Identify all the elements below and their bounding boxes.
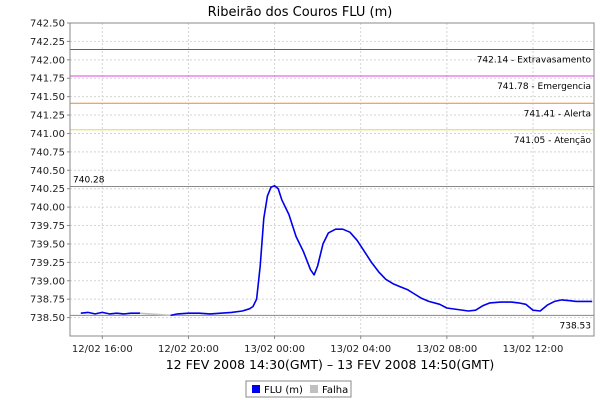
y-axis: 738.50 738.75 739.00 739.25 739.50 739.75 740.…	[30, 19, 70, 324]
legend-box	[245, 380, 352, 398]
y-tick-label: 741.25	[30, 111, 65, 122]
legend-label: Falha	[322, 385, 348, 396]
y-tick-label: 739.00	[30, 276, 65, 287]
x-tick-label: 13/02 00:00	[244, 344, 305, 355]
reference-line-label: 741.05 - Atenção	[514, 136, 592, 146]
y-tick-label: 742.25	[30, 37, 65, 48]
x-axis: 12/02 16:00 12/02 20:00 13/02 00:00 13/02 0…	[72, 336, 600, 355]
series-line	[80, 311, 140, 315]
reference-line-label: 741.78 - Emergencia	[497, 82, 591, 92]
y-tick-label: 739.25	[30, 258, 65, 269]
x-axis-label: 12 FEV 2008 14:30(GMT) – 13 FEV 2008 14:…	[166, 357, 495, 372]
x-tick-label: 13/02 12:00	[503, 344, 564, 355]
grid	[70, 22, 594, 336]
y-tick-label: 740.75	[30, 147, 65, 158]
legend-swatch	[310, 385, 318, 393]
y-tick-label: 740.00	[30, 203, 65, 214]
y-tick-label: 738.75	[30, 295, 65, 306]
y-tick-label: 740.50	[30, 166, 65, 177]
plot-frame	[69, 22, 595, 337]
series-line	[139, 312, 171, 317]
y-tick-label: 739.50	[30, 239, 65, 250]
legend-swatch	[252, 385, 260, 393]
series-line	[170, 185, 593, 317]
x-tick-label: 13/02 08:00	[416, 344, 477, 355]
reference-line-label: 738.53	[560, 321, 592, 331]
reference-line-label: 741.41 - Alerta	[524, 109, 591, 119]
reference-line-label: 742.14 - Extravasamento	[477, 56, 592, 66]
y-tick-label: 741.00	[30, 129, 65, 140]
y-tick-label: 741.50	[30, 92, 65, 103]
y-tick-label: 740.25	[30, 184, 65, 195]
y-tick-label: 742.00	[30, 55, 65, 66]
legend: FLU (m) Falha	[245, 380, 352, 398]
y-tick-label: 741.75	[30, 74, 65, 85]
reference-lines: 742.14 - Extravasamento 741.78 - Emergenc…	[70, 49, 594, 331]
reference-line-label: 740.28	[73, 175, 105, 185]
series	[80, 185, 593, 317]
y-tick-label: 738.50	[30, 313, 65, 324]
y-tick-label: 742.50	[30, 19, 65, 30]
x-tick-label: 12/02 16:00	[72, 344, 133, 355]
chart-title: Ribeirão dos Couros FLU (m)	[208, 5, 393, 20]
x-tick-label: 13/02 04:00	[330, 344, 391, 355]
legend-label: FLU (m)	[264, 385, 303, 396]
x-tick-label: 12/02 20:00	[158, 344, 219, 355]
y-tick-label: 739.75	[30, 221, 65, 232]
